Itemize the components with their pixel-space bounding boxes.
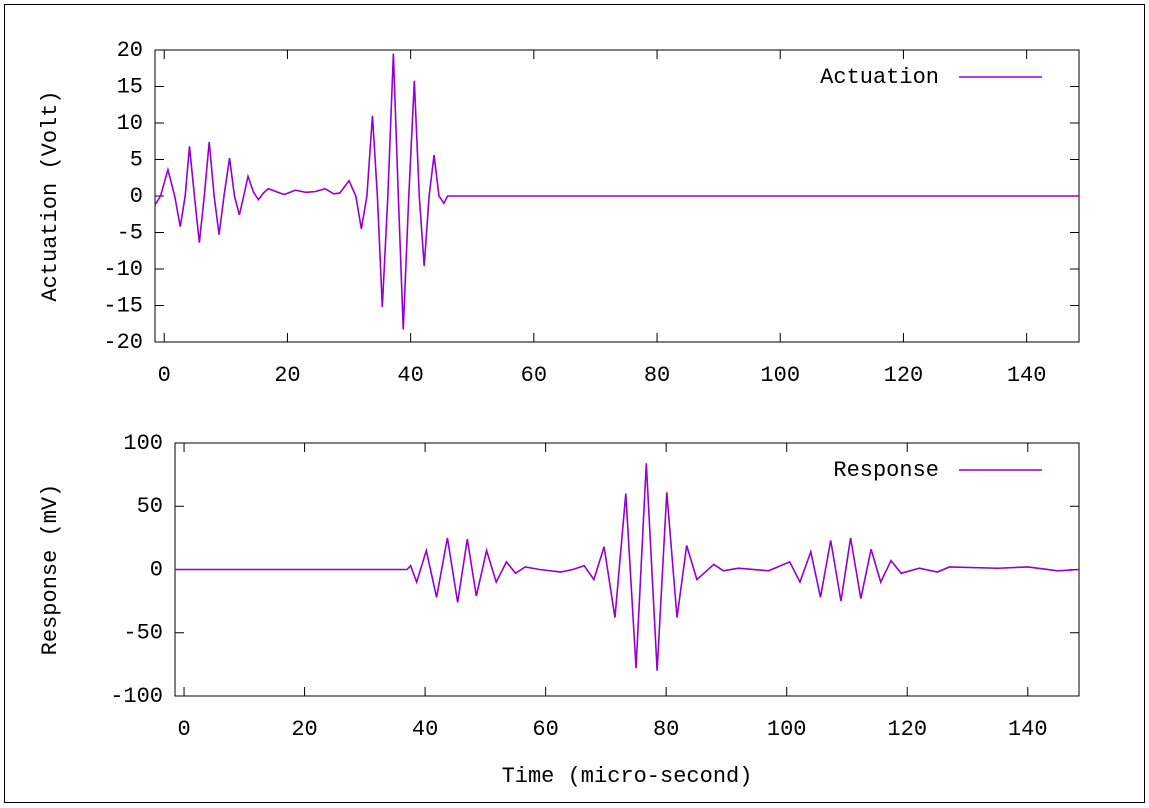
y-tick-label: 50	[137, 494, 163, 519]
y-axis-label: Response (mV)	[38, 484, 63, 656]
x-tick-label: 140	[1008, 717, 1048, 742]
y-tick-label: -50	[123, 621, 163, 646]
y-tick-label: 0	[130, 184, 143, 209]
legend-label: Response	[833, 458, 939, 483]
x-tick-label: 60	[521, 363, 547, 388]
x-tick-label: 100	[767, 717, 807, 742]
legend-label: Actuation	[820, 65, 939, 90]
data-line	[154, 53, 1079, 330]
y-tick-label: 0	[150, 557, 163, 582]
x-tick-label: 40	[412, 717, 438, 742]
x-tick-label: 120	[884, 363, 924, 388]
y-axis-label: Actuation (Volt)	[38, 90, 63, 301]
frame	[4, 4, 1145, 803]
y-tick-label: -5	[117, 220, 143, 245]
x-tick-label: 100	[760, 363, 800, 388]
y-tick-label: -20	[103, 330, 143, 355]
y-tick-label: 15	[117, 74, 143, 99]
x-tick-label: 40	[397, 363, 423, 388]
x-tick-label: 140	[1007, 363, 1047, 388]
x-tick-label: 120	[887, 717, 927, 742]
y-tick-label: -100	[110, 684, 163, 709]
x-tick-label: 60	[532, 717, 558, 742]
data-line	[175, 463, 1080, 671]
x-axis-label: Time (micro-second)	[502, 764, 753, 789]
y-tick-label: 100	[123, 431, 163, 456]
y-tick-label: 10	[117, 111, 143, 136]
x-tick-label: 20	[291, 717, 317, 742]
x-tick-label: 80	[653, 717, 679, 742]
y-tick-label: 5	[130, 147, 143, 172]
y-tick-label: 20	[117, 38, 143, 63]
y-tick-label: -10	[103, 257, 143, 282]
x-tick-label: 0	[158, 363, 171, 388]
x-tick-label: 0	[177, 717, 190, 742]
y-tick-label: -15	[103, 293, 143, 318]
x-tick-label: 20	[274, 363, 300, 388]
x-tick-label: 80	[644, 363, 670, 388]
